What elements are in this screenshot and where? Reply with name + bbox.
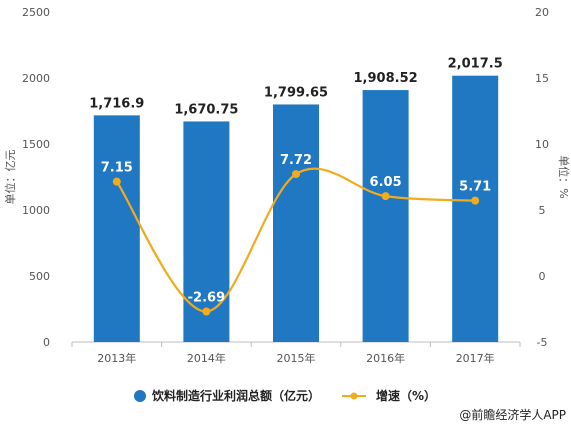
- bar-value-label: 1,799.65: [264, 85, 328, 100]
- bar: [362, 90, 409, 342]
- line-point: [471, 196, 480, 205]
- line-value-label: 7.15: [101, 161, 133, 176]
- x-tick-label: 2013年: [97, 351, 136, 365]
- bar-value-label: 1,716.9: [89, 96, 144, 111]
- x-tick-label: 2014年: [187, 351, 226, 365]
- growth-line: [115, 167, 476, 313]
- line-point: [292, 170, 300, 179]
- line-point: [112, 177, 121, 186]
- right-tick-label: 15: [535, 72, 549, 85]
- line-point: [381, 192, 390, 201]
- right-axis-ticks: -5 0 5 10 15 20: [535, 6, 549, 349]
- left-tick-label: 2000: [22, 72, 50, 85]
- right-tick-label: 0: [539, 270, 546, 283]
- left-tick-label: 0: [43, 336, 50, 349]
- left-axis-ticks: 0 500 1000 1500 2000 2500: [22, 6, 50, 349]
- left-tick-label: 500: [29, 270, 50, 283]
- line-value-label: 6.05: [370, 175, 402, 190]
- line-value-label: 7.72: [280, 153, 312, 168]
- right-tick-label: -5: [537, 336, 548, 349]
- x-tick-label: 2017年: [456, 351, 495, 365]
- bar-value-label: 1,670.75: [174, 102, 238, 117]
- x-tick-label: 2016年: [366, 351, 405, 365]
- growth-points: 7.15 -2.69 7.72 6.05 5.71: [101, 153, 491, 316]
- line-point: [202, 307, 211, 316]
- right-tick-label: 10: [535, 138, 549, 151]
- bar: [93, 115, 140, 342]
- bar-value-label: 2,017.5: [448, 57, 503, 72]
- left-tick-label: 1000: [22, 204, 50, 217]
- legend-bar-swatch: [134, 390, 146, 402]
- left-tick-label: 2500: [22, 6, 50, 19]
- right-axis-title: 单位：%: [557, 155, 571, 198]
- right-tick-label: 5: [539, 204, 546, 217]
- line-value-label: 5.71: [459, 180, 491, 195]
- legend-line-label: 增速（%）: [376, 388, 436, 403]
- x-tick-label: 2015年: [277, 351, 316, 365]
- bar-value-label: 1,908.52: [354, 71, 418, 86]
- bar: [273, 104, 319, 342]
- line-value-label: -2.69: [188, 291, 225, 306]
- left-axis-title: 单位：亿元: [3, 150, 17, 205]
- x-axis-ticks: 2013年 2014年 2015年 2016年 2017年: [71, 342, 521, 365]
- bar-series: 1,716.9 1,670.75 1,799.65 1,908.52 2,017.5: [89, 57, 503, 342]
- right-tick-label: 20: [535, 6, 549, 19]
- legend-bar-label: 饮料制造行业利润总额（亿元）: [151, 388, 320, 403]
- legend: 饮料制造行业利润总额（亿元） 增速（%）: [134, 388, 436, 403]
- left-tick-label: 1500: [22, 138, 50, 151]
- bar: [452, 75, 499, 342]
- credit-text: @前瞻经济学人APP: [459, 407, 566, 422]
- legend-line-dot: [350, 392, 358, 400]
